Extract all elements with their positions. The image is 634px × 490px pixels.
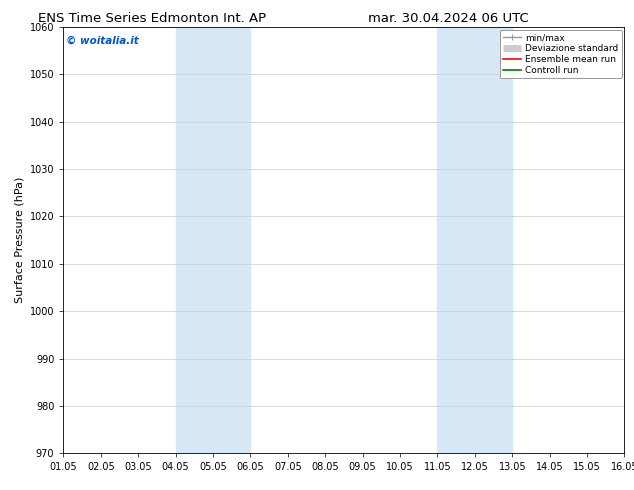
Y-axis label: Surface Pressure (hPa): Surface Pressure (hPa) xyxy=(14,177,24,303)
Legend: min/max, Deviazione standard, Ensemble mean run, Controll run: min/max, Deviazione standard, Ensemble m… xyxy=(500,30,622,78)
Bar xyxy=(437,27,512,453)
Bar xyxy=(176,27,250,453)
Text: © woitalia.it: © woitalia.it xyxy=(66,35,139,46)
Text: ENS Time Series Edmonton Int. AP: ENS Time Series Edmonton Int. AP xyxy=(38,12,266,25)
Text: mar. 30.04.2024 06 UTC: mar. 30.04.2024 06 UTC xyxy=(368,12,529,25)
